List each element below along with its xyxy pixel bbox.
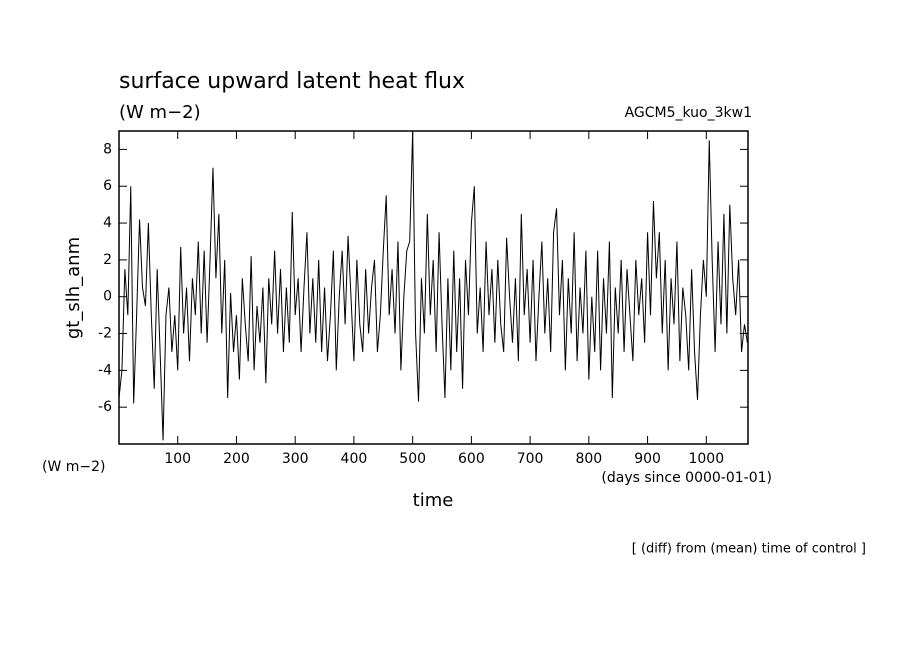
y-unit: (W m−2)	[42, 459, 106, 475]
x-tick-label: 600	[458, 451, 485, 467]
y-tick-label: 6	[103, 178, 112, 194]
y-tick-label: 4	[103, 215, 112, 231]
y-tick-label: -2	[98, 326, 112, 342]
chart-title: surface upward latent heat flux	[119, 69, 465, 94]
x-tick-label: 700	[517, 451, 544, 467]
plot-frame	[118, 130, 749, 445]
footer: [ (diff) from (mean) time of control ]	[632, 542, 866, 557]
y-tick-label: 0	[103, 289, 112, 305]
x-tick-label: 100	[164, 451, 191, 467]
y-tick-label: 8	[103, 141, 112, 157]
y-tick-label: -4	[98, 362, 112, 378]
x-tick-label: 1000	[688, 451, 724, 467]
y-tick-label: -6	[98, 399, 112, 415]
series-line	[118, 130, 748, 441]
x-tick-label: 300	[282, 451, 309, 467]
y-axis-label: gt_slh_anm	[63, 237, 84, 339]
x-tick-label: 800	[575, 451, 602, 467]
subtitle: (W m−2)	[119, 102, 201, 123]
x-tick-label: 500	[399, 451, 426, 467]
x-unit: (days since 0000-01-01)	[601, 470, 772, 486]
x-axis-label: time	[413, 490, 454, 511]
x-tick-label: 900	[634, 451, 661, 467]
annotation: AGCM5_kuo_3kw1	[625, 105, 752, 121]
x-tick-label: 200	[223, 451, 250, 467]
y-tick-label: 2	[103, 252, 112, 268]
x-tick-label: 400	[341, 451, 368, 467]
